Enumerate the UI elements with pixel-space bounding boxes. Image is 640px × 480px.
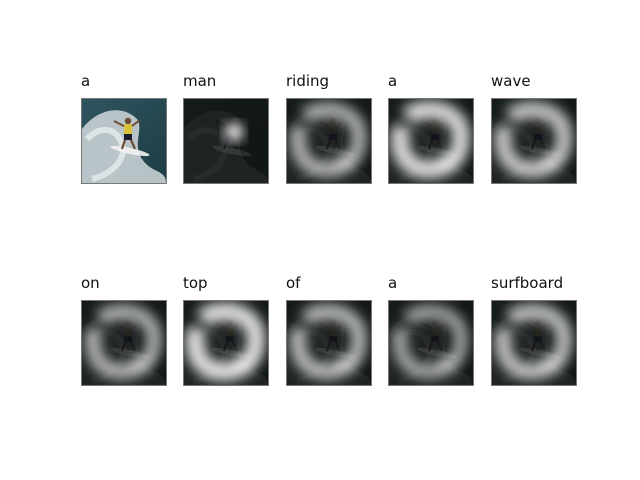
- attention-map: [183, 300, 269, 386]
- attention-darkening: [184, 99, 268, 183]
- attention-map: [286, 300, 372, 386]
- attention-map: [388, 98, 474, 184]
- caption-word: wave: [491, 72, 531, 90]
- attention-glow: [185, 302, 266, 382]
- caption-word: a: [81, 72, 91, 90]
- caption-word: top: [183, 274, 208, 292]
- caption-word: on: [81, 274, 100, 292]
- caption-word: riding: [286, 72, 330, 90]
- attention-map: [183, 98, 269, 184]
- caption-word: surfboard: [491, 274, 564, 292]
- attention-glow: [494, 101, 573, 179]
- caption-word: of: [286, 274, 301, 292]
- attention-glow: [225, 123, 243, 141]
- attention-glow: [392, 304, 469, 379]
- caption-word: man: [183, 72, 217, 90]
- attention-glow: [289, 303, 368, 380]
- attention-glow: [85, 303, 162, 380]
- surfer-scene: [82, 99, 166, 183]
- attention-map: [491, 300, 577, 386]
- caption-word: a: [388, 72, 398, 90]
- attention-map: [81, 300, 167, 386]
- surfer-photo: [81, 98, 167, 184]
- attention-glow: [494, 303, 573, 380]
- attention-map: [491, 98, 577, 184]
- attention-glow: [290, 101, 367, 178]
- attention-map: [286, 98, 372, 184]
- attention-map: [388, 300, 474, 386]
- attention-glow: [390, 100, 471, 179]
- caption-word: a: [388, 274, 398, 292]
